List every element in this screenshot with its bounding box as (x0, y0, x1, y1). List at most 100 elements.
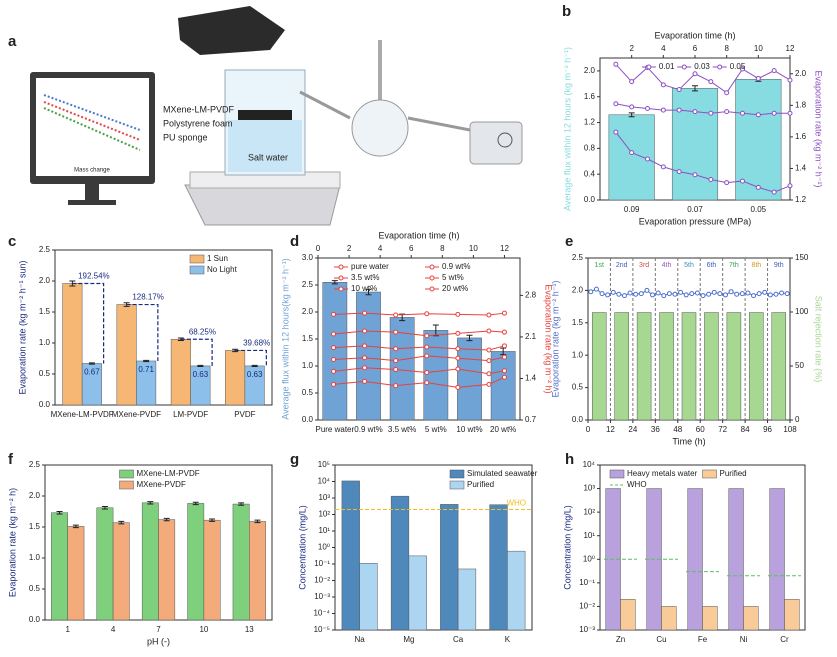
point (393, 312, 399, 318)
legend-swatch (449, 480, 465, 490)
error-bar (147, 501, 154, 505)
error-bar (466, 334, 473, 342)
legend-label: 3.5 wt% (351, 273, 379, 282)
error-bar (163, 517, 170, 522)
x2-tick-label: 6 (693, 44, 698, 53)
bar (390, 495, 410, 631)
error-bar (143, 359, 150, 363)
panel-label: d (290, 233, 299, 250)
legend-label: MXene-LM-PVDF (137, 469, 200, 478)
point (610, 289, 616, 295)
y-tick-label: 1.5 (572, 318, 584, 327)
point (331, 345, 337, 351)
x2-tick-label: 12 (786, 44, 795, 53)
y-axis-label: Average flux within 12 hours(kg m⁻² h⁻¹) (280, 258, 290, 419)
legend-swatch (429, 264, 435, 270)
point (755, 112, 761, 118)
bar (356, 291, 381, 421)
y-tick-label: 10⁰ (318, 543, 330, 552)
bar (489, 504, 508, 631)
comparison-bracket (235, 349, 267, 366)
point (605, 292, 611, 298)
legend-swatch (119, 480, 134, 490)
legend-label: 10 wt% (351, 284, 377, 293)
x-tick-label: 24 (628, 425, 637, 434)
y-tick-label: 1.0 (29, 553, 41, 562)
x2-tick-label: 4 (378, 244, 383, 253)
x-tick-label: 10 (199, 625, 208, 634)
point (627, 290, 633, 296)
y-tick-label: 10⁻⁴ (313, 609, 330, 618)
point (762, 289, 768, 295)
panel-label: h (565, 451, 574, 468)
point (650, 292, 656, 298)
y-tick-label: 0.5 (572, 383, 584, 392)
data-label: 0.71 (138, 365, 154, 374)
annotation: 9th (774, 262, 784, 269)
bar (67, 526, 85, 621)
legend-swatch (338, 264, 344, 270)
point (424, 333, 430, 339)
point (740, 178, 745, 184)
point (717, 291, 723, 297)
x-tick-label: 96 (763, 425, 772, 434)
y-tick-label: 1.6 (584, 92, 596, 101)
legend-label: Heavy metals water (627, 469, 698, 478)
x-tick-label: Na (355, 635, 366, 644)
x-tick-label: 0.05 (751, 205, 767, 214)
y-tick-label: 0.8 (584, 143, 596, 152)
point (362, 378, 368, 384)
annotation: 6th (707, 262, 717, 269)
y-tick-label: 0.0 (572, 415, 584, 424)
x-tick-label: Cu (656, 635, 666, 644)
legend-label: Purified (467, 480, 494, 489)
point (660, 164, 666, 170)
point (676, 87, 682, 93)
point (455, 330, 461, 336)
bar (440, 504, 459, 631)
y-axis-label: Concentration (mg/L) (297, 505, 307, 590)
diagram-label: Salt water (248, 152, 288, 162)
screen-trace (43, 107, 141, 151)
y-tick-label: 2.5 (39, 245, 51, 254)
point (734, 291, 740, 297)
error-bar (101, 506, 108, 510)
y2-tick-label: 1.2 (795, 195, 807, 204)
point (629, 79, 635, 85)
error-bar (254, 519, 261, 524)
point (393, 329, 399, 335)
y-tick-label: 1.0 (572, 350, 584, 359)
point (486, 312, 492, 318)
y-tick-label: 10⁻¹ (314, 559, 330, 568)
y-tick-label: 2.0 (584, 66, 596, 75)
error-bar (192, 501, 199, 506)
error-bar (56, 511, 63, 515)
x-tick-label: 4 (111, 625, 116, 634)
x2-tick-label: 2 (629, 44, 634, 53)
point (616, 291, 622, 297)
diagram-label: MXene-LM-PVDF (163, 104, 235, 114)
y-axis-label: Concentration (mg/L) (562, 505, 572, 590)
y-tick-label: 0.0 (302, 415, 314, 424)
error-bar (209, 518, 216, 522)
x2-tick-label: 10 (469, 244, 478, 253)
point (331, 381, 337, 387)
point (700, 293, 706, 299)
monitor-stand (85, 184, 99, 202)
point (331, 356, 337, 362)
x-tick-label: 0.09 (624, 205, 640, 214)
x-tick-label: Fe (698, 635, 708, 644)
error-bar (365, 288, 372, 296)
point (694, 290, 700, 296)
point (740, 110, 745, 116)
point (455, 346, 461, 352)
bar (322, 282, 348, 421)
legend-label: pure water (351, 262, 389, 271)
legend-swatch (609, 469, 625, 479)
y-tick-label: 2.0 (572, 286, 584, 295)
x-tick-label: LM-PVDF (173, 410, 208, 419)
y2-tick-label: 1.6 (795, 132, 807, 141)
bar (249, 521, 266, 621)
x2-axis-label: Evaporation time (h) (378, 230, 459, 240)
